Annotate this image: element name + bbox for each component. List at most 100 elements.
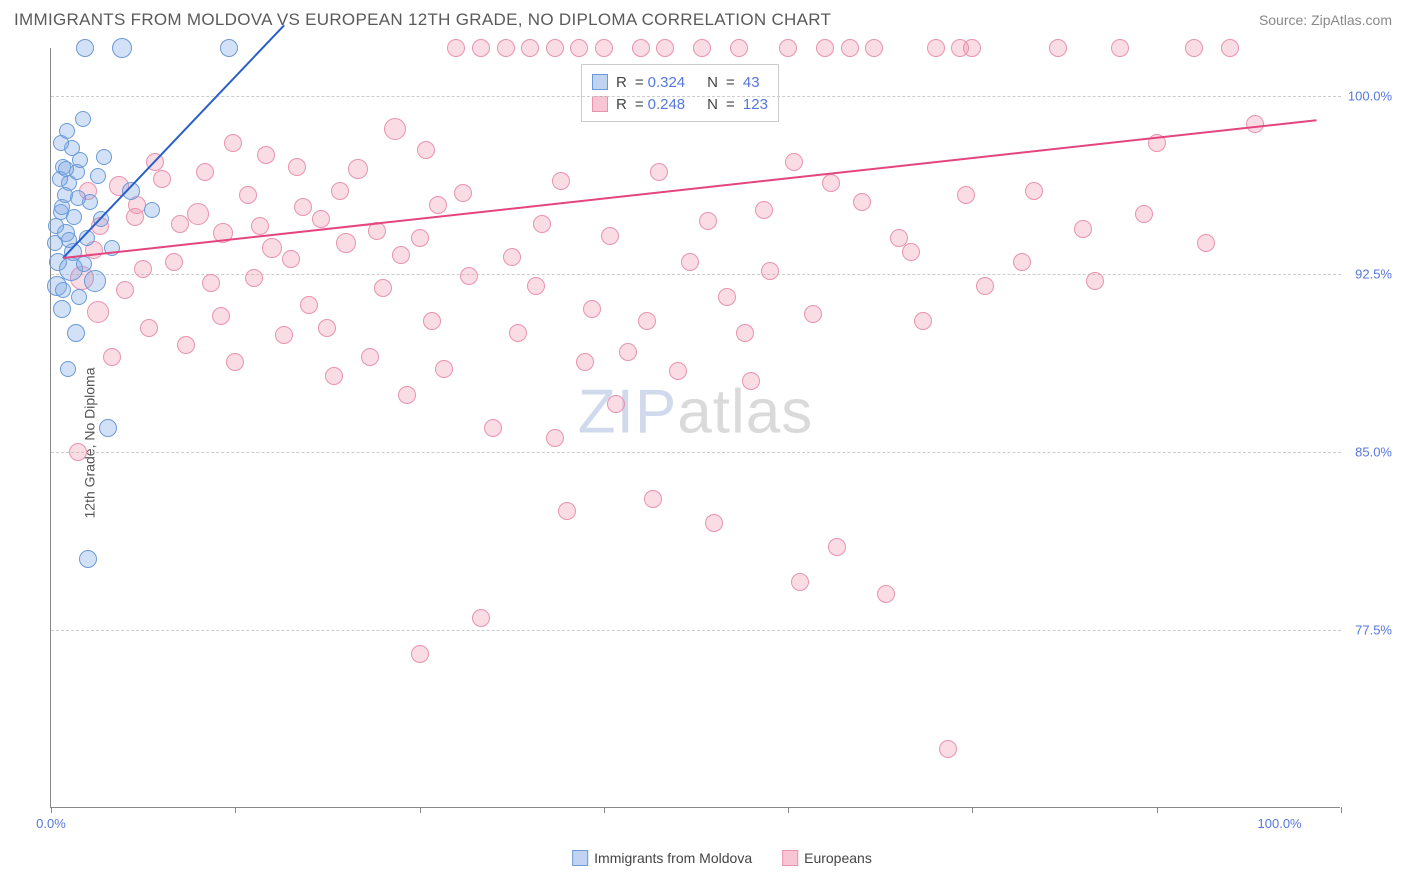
- data-point: [1197, 234, 1215, 252]
- data-point: [503, 248, 521, 266]
- data-point: [976, 277, 994, 295]
- x-tick: [604, 807, 605, 813]
- legend-swatch: [782, 850, 798, 866]
- data-point: [435, 360, 453, 378]
- data-point: [902, 243, 920, 261]
- legend-n: N= 43: [707, 74, 759, 91]
- x-tick-label: 0.0%: [36, 816, 66, 831]
- data-point: [336, 233, 356, 253]
- data-point: [69, 443, 87, 461]
- data-point: [202, 274, 220, 292]
- data-point: [79, 550, 97, 568]
- data-point: [55, 282, 71, 298]
- data-point: [116, 281, 134, 299]
- data-point: [96, 149, 112, 165]
- data-point: [171, 215, 189, 233]
- data-point: [325, 367, 343, 385]
- data-point: [1185, 39, 1203, 57]
- data-point: [112, 38, 132, 58]
- data-point: [521, 39, 539, 57]
- data-point: [841, 39, 859, 57]
- data-point: [822, 174, 840, 192]
- data-point: [134, 260, 152, 278]
- data-point: [1221, 39, 1239, 57]
- data-point: [736, 324, 754, 342]
- data-point: [282, 250, 300, 268]
- data-point: [212, 307, 230, 325]
- data-point: [656, 39, 674, 57]
- data-point: [275, 326, 293, 344]
- data-point: [804, 305, 822, 323]
- data-point: [257, 146, 275, 164]
- data-point: [1074, 220, 1092, 238]
- gridline: [51, 452, 1341, 453]
- data-point: [785, 153, 803, 171]
- x-tick: [420, 807, 421, 813]
- data-point: [607, 395, 625, 413]
- data-point: [196, 163, 214, 181]
- chart-title: IMMIGRANTS FROM MOLDOVA VS EUROPEAN 12TH…: [14, 10, 831, 30]
- data-point: [220, 39, 238, 57]
- data-point: [595, 39, 613, 57]
- data-point: [47, 235, 63, 251]
- data-point: [957, 186, 975, 204]
- data-point: [99, 419, 117, 437]
- data-point: [300, 296, 318, 314]
- data-point: [472, 39, 490, 57]
- data-point: [1013, 253, 1031, 271]
- data-point: [429, 196, 447, 214]
- data-point: [288, 158, 306, 176]
- data-point: [84, 270, 106, 292]
- legend-item: Europeans: [782, 850, 872, 866]
- data-point: [245, 269, 263, 287]
- data-point: [103, 348, 121, 366]
- legend-n: N= 123: [707, 96, 768, 113]
- chart-container: 12th Grade, No Diploma ZIPatlas R=0.324N…: [50, 48, 1394, 838]
- data-point: [742, 372, 760, 390]
- data-point: [87, 301, 109, 323]
- y-tick-label: 85.0%: [1342, 444, 1392, 459]
- x-tick: [1341, 807, 1342, 813]
- x-tick: [235, 807, 236, 813]
- data-point: [755, 201, 773, 219]
- data-point: [546, 39, 564, 57]
- legend-label: Europeans: [804, 850, 872, 866]
- data-point: [914, 312, 932, 330]
- data-point: [533, 215, 551, 233]
- data-point: [447, 39, 465, 57]
- data-point: [779, 39, 797, 57]
- data-point: [669, 362, 687, 380]
- data-point: [650, 163, 668, 181]
- data-point: [58, 161, 74, 177]
- data-point: [76, 39, 94, 57]
- data-point: [939, 740, 957, 758]
- data-point: [165, 253, 183, 271]
- data-point: [384, 118, 406, 140]
- data-point: [865, 39, 883, 57]
- legend-swatch: [572, 850, 588, 866]
- data-point: [1086, 272, 1104, 290]
- legend-item: Immigrants from Moldova: [572, 850, 752, 866]
- data-point: [681, 253, 699, 271]
- data-point: [417, 141, 435, 159]
- data-point: [963, 39, 981, 57]
- data-point: [527, 277, 545, 295]
- data-point: [1049, 39, 1067, 57]
- data-point: [583, 300, 601, 318]
- data-point: [348, 159, 368, 179]
- data-point: [411, 645, 429, 663]
- y-tick-label: 77.5%: [1342, 622, 1392, 637]
- y-tick-label: 100.0%: [1342, 88, 1392, 103]
- data-point: [877, 585, 895, 603]
- data-point: [546, 429, 564, 447]
- data-point: [558, 502, 576, 520]
- chart-header: IMMIGRANTS FROM MOLDOVA VS EUROPEAN 12TH…: [0, 0, 1406, 38]
- gridline: [51, 630, 1341, 631]
- data-point: [361, 348, 379, 366]
- data-point: [1135, 205, 1153, 223]
- watermark-zip: ZIP: [578, 378, 677, 447]
- data-point: [187, 203, 209, 225]
- data-point: [53, 300, 71, 318]
- data-point: [816, 39, 834, 57]
- plot-area: ZIPatlas R=0.324N= 43R=0.248N= 123 100.0…: [50, 48, 1340, 808]
